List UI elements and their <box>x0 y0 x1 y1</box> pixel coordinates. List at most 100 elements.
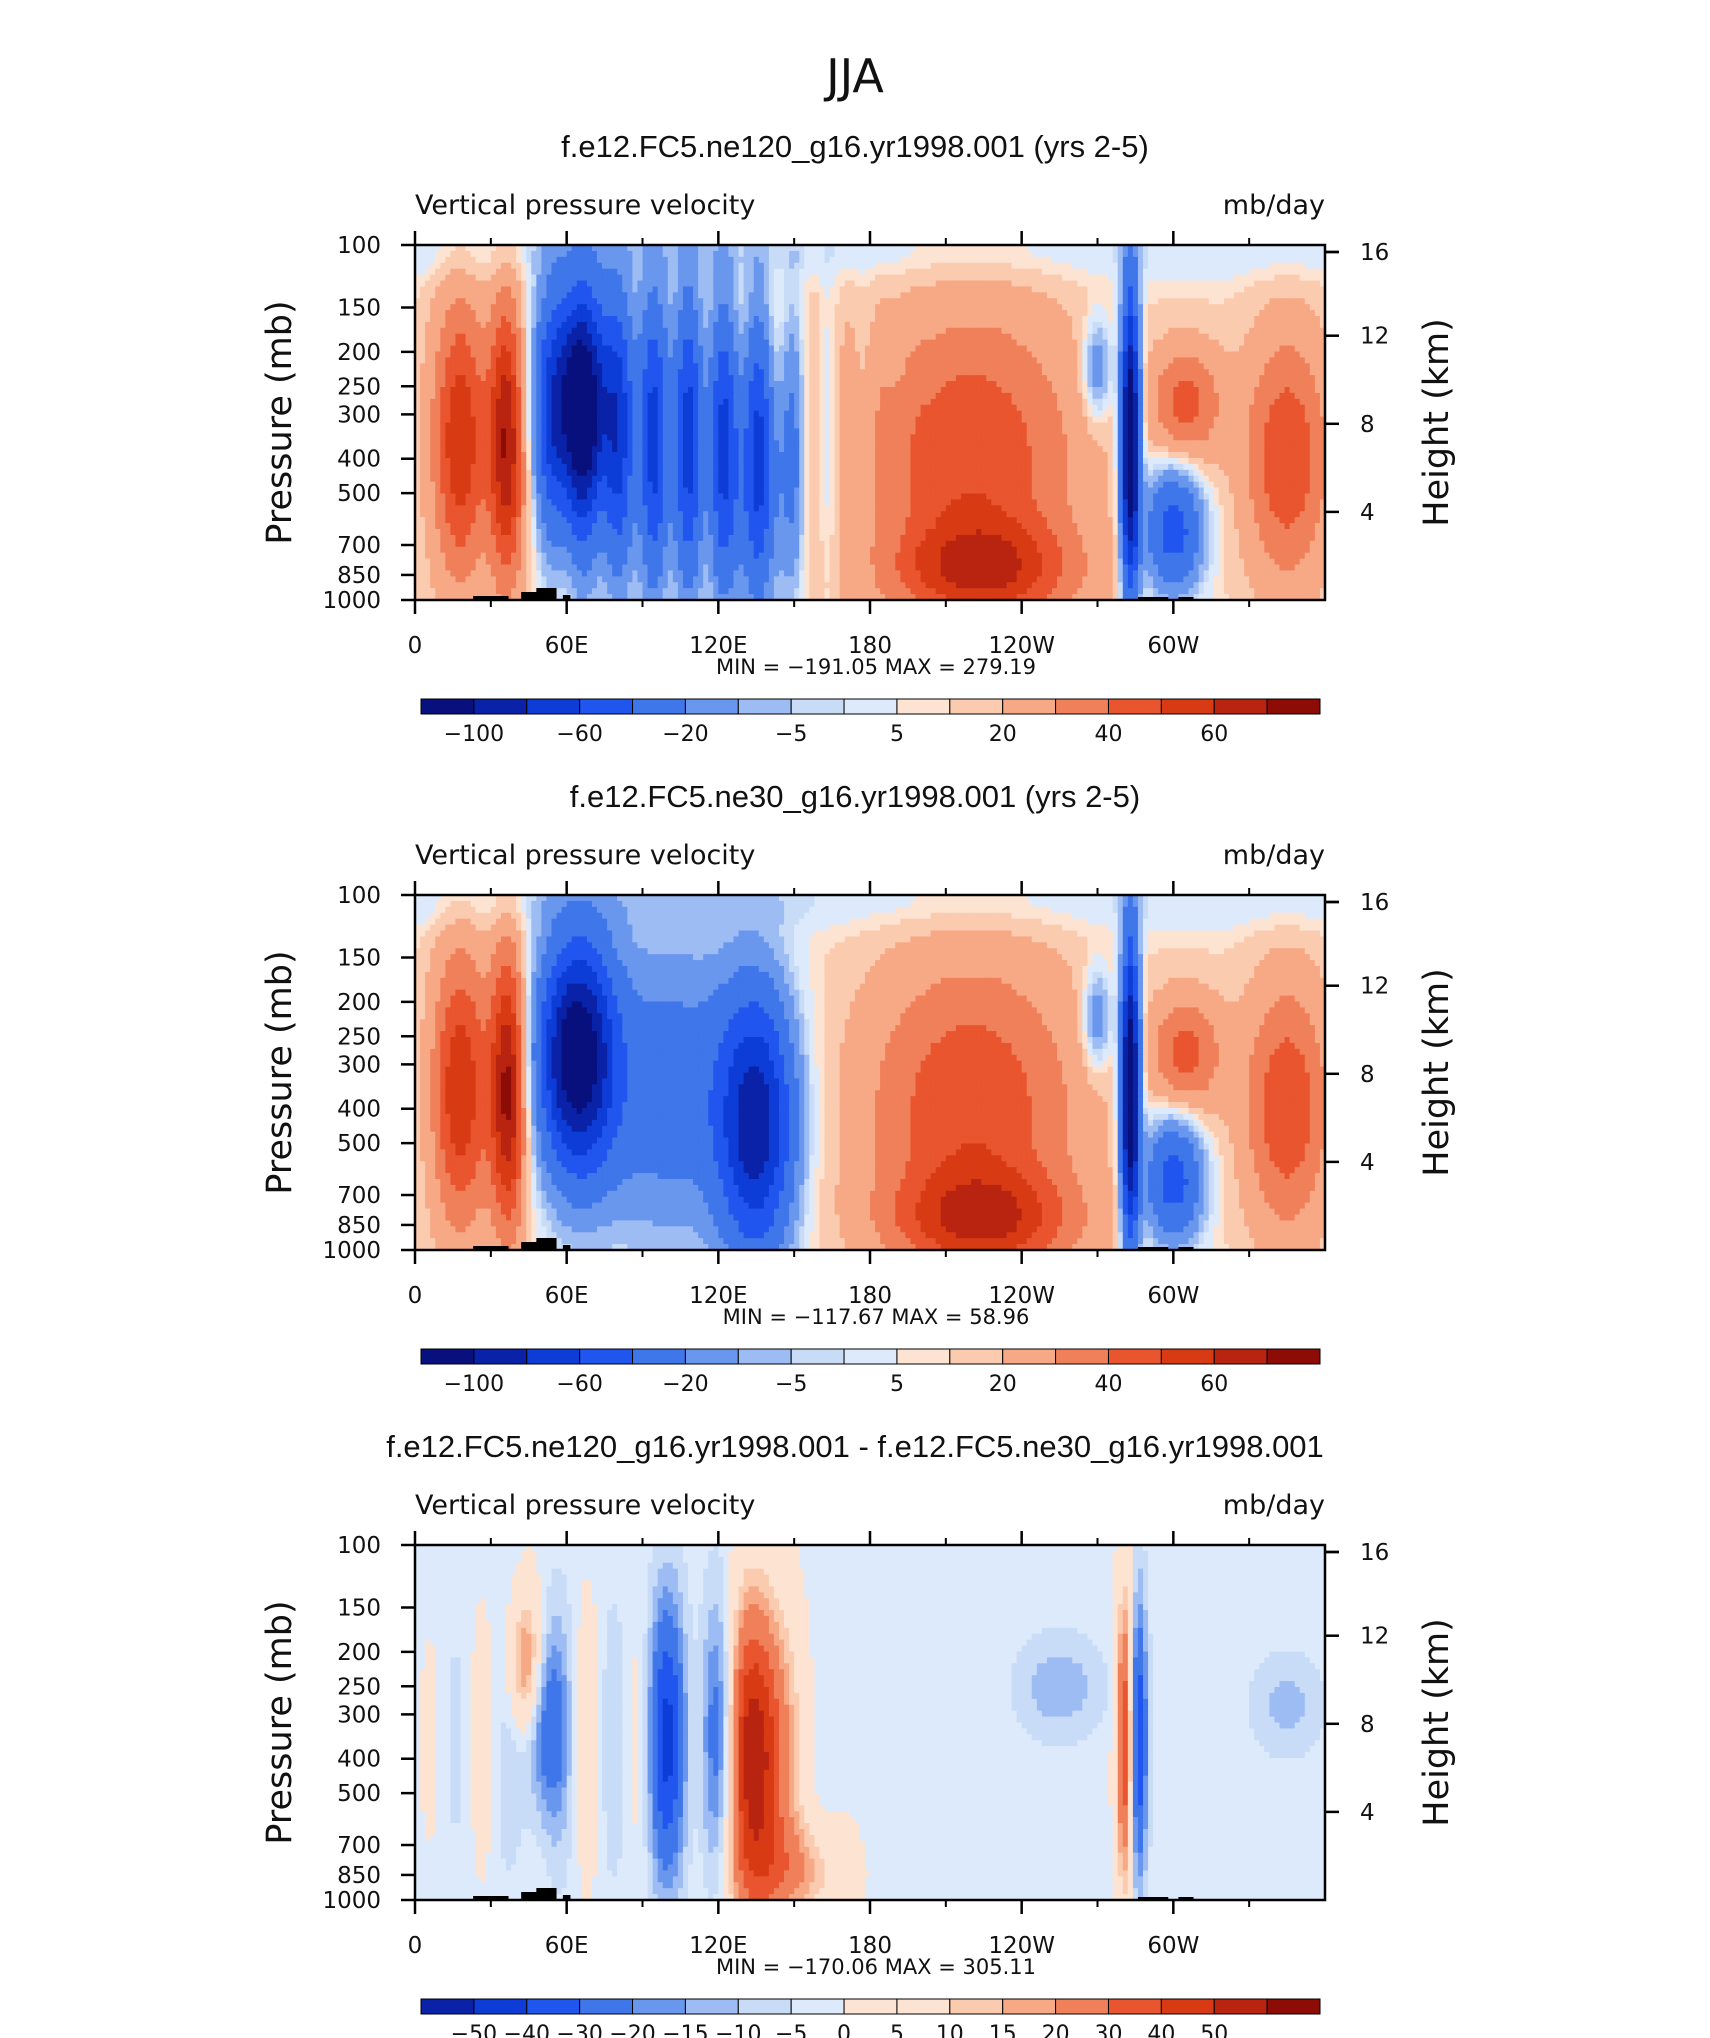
heatmap-cell <box>854 310 861 317</box>
heatmap-cell <box>485 250 492 258</box>
heatmap-cell <box>880 292 886 299</box>
heatmap-cell <box>1137 327 1144 335</box>
heatmap-cell <box>864 339 871 347</box>
heatmap-cell <box>794 363 800 370</box>
heatmap-cell <box>1234 381 1240 388</box>
heatmap-cell <box>895 268 901 276</box>
heatmap-cell <box>1132 298 1139 305</box>
heatmap-cell <box>1244 375 1250 382</box>
heatmap-cell <box>1289 292 1296 299</box>
heatmap-cell <box>824 357 831 364</box>
heatmap-cell <box>708 286 714 293</box>
heatmap-cell <box>991 262 997 270</box>
heatmap-cell <box>642 250 649 258</box>
heatmap-cell <box>1143 351 1149 359</box>
heatmap-cell <box>1249 245 1255 252</box>
heatmap-cell <box>895 286 901 293</box>
heatmap-cell <box>1259 298 1265 305</box>
heatmap-cell <box>445 268 451 276</box>
heatmap-cell <box>1041 392 1048 400</box>
heatmap-cell <box>784 274 790 282</box>
heatmap-cell <box>804 327 810 335</box>
heatmap-cell <box>779 375 785 382</box>
heatmap-cell <box>1153 286 1159 293</box>
heatmap-cell <box>1117 304 1124 311</box>
heatmap-cell <box>1188 268 1195 276</box>
heatmap-cell <box>440 280 446 288</box>
heatmap-cell <box>561 381 568 388</box>
heatmap-cell <box>531 351 537 359</box>
heatmap-cell <box>784 262 790 270</box>
heatmap-cell <box>1208 357 1215 364</box>
heatmap-cell <box>728 292 735 299</box>
heatmap-cell <box>1011 262 1018 270</box>
heatmap-cell <box>920 327 927 335</box>
heatmap-cell <box>652 298 659 305</box>
heatmap-cell <box>642 333 649 341</box>
heatmap-cell <box>602 392 608 400</box>
heatmap-cell <box>1062 304 1068 311</box>
heatmap-cell <box>1173 387 1179 394</box>
heatmap-cell <box>1168 363 1174 370</box>
heatmap-cell <box>768 310 775 317</box>
heatmap-cell <box>885 363 891 370</box>
heatmap-cell <box>819 387 826 394</box>
heatmap-cell <box>713 387 719 394</box>
heatmap-cell <box>1249 363 1255 370</box>
heatmap-cell <box>465 387 472 394</box>
heatmap-cell <box>693 381 699 388</box>
heatmap-cell <box>667 398 674 406</box>
heatmap-cell <box>804 375 810 382</box>
heatmap-cell <box>1269 304 1276 311</box>
heatmap-cell <box>1143 274 1149 282</box>
heatmap-cell <box>470 387 477 394</box>
heatmap-cell <box>1117 375 1124 382</box>
heatmap-cell <box>1052 274 1058 282</box>
heatmap-cell <box>743 316 750 323</box>
heatmap-cell <box>1107 381 1114 388</box>
heatmap-cell <box>1097 387 1104 394</box>
heatmap-cell <box>1057 387 1063 394</box>
heatmap-cell <box>819 369 826 376</box>
heatmap-cell <box>1279 327 1286 335</box>
heatmap-cell <box>1072 262 1078 270</box>
heatmap-cell <box>1072 345 1078 353</box>
heatmap-cell <box>789 375 795 382</box>
heatmap-cell <box>1031 298 1038 305</box>
heatmap-cell <box>642 339 649 347</box>
heatmap-cell <box>925 262 932 270</box>
heatmap-cell <box>420 250 426 258</box>
heatmap-cell <box>1112 333 1119 341</box>
heatmap-cell <box>890 404 896 412</box>
heatmap-cell <box>844 381 851 388</box>
heatmap-cell <box>612 292 618 299</box>
heatmap-cell <box>622 398 628 406</box>
heatmap-cell <box>1057 339 1063 347</box>
heatmap-cell <box>536 250 542 258</box>
heatmap-cell <box>935 268 942 276</box>
heatmap-cell <box>430 262 436 270</box>
heatmap-cell <box>723 245 730 252</box>
heatmap-cell <box>718 375 724 382</box>
heatmap-cell <box>728 375 735 382</box>
heatmap-cell <box>1213 268 1220 276</box>
heatmap-cell <box>1026 363 1033 370</box>
heatmap-cell <box>541 369 548 376</box>
heatmap-cell <box>586 250 593 258</box>
heatmap-cell <box>627 245 633 252</box>
heatmap-cell <box>814 363 821 370</box>
heatmap-cell <box>1011 310 1018 317</box>
heatmap-cell <box>789 339 795 347</box>
heatmap-cell <box>506 321 512 329</box>
heatmap-cell <box>920 398 927 406</box>
heatmap-cell <box>1203 286 1210 293</box>
heatmap-cell <box>566 245 573 252</box>
heatmap-cell <box>455 262 462 270</box>
heatmap-cell <box>1148 304 1154 311</box>
heatmap-cell <box>1072 321 1078 329</box>
heatmap-cell <box>475 351 482 359</box>
heatmap-cell <box>1309 274 1316 282</box>
heatmap-cell <box>966 256 972 264</box>
heatmap-cell <box>672 398 679 406</box>
heatmap-cell <box>480 375 487 382</box>
